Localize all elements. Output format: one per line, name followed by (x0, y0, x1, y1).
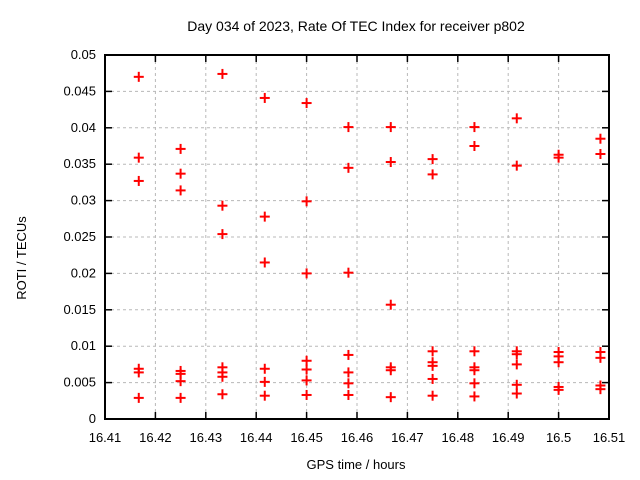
data-point-marker (301, 98, 312, 109)
y-axis-title: ROTI / TECUs (14, 216, 29, 300)
x-tick-label: 16.49 (492, 430, 525, 445)
x-tick-label: 16.41 (89, 430, 122, 445)
data-point-marker (259, 211, 270, 222)
data-point-marker (175, 143, 186, 154)
y-tick-label: 0.01 (71, 338, 96, 353)
data-point-marker (259, 257, 270, 268)
y-tick-label: 0.035 (63, 156, 96, 171)
data-point-marker (595, 384, 606, 395)
y-tick-label: 0.03 (71, 193, 96, 208)
data-point-marker (259, 363, 270, 374)
data-point-marker (427, 360, 438, 371)
data-point-marker (427, 346, 438, 357)
y-tick-label: 0.045 (63, 83, 96, 98)
x-tick-label: 16.44 (240, 430, 273, 445)
x-tick-label: 16.48 (442, 430, 475, 445)
data-point-marker (343, 122, 354, 133)
data-point-marker (133, 392, 144, 403)
y-tick-label: 0.025 (63, 229, 96, 244)
data-point-marker (427, 169, 438, 180)
data-point-marker (385, 392, 396, 403)
data-point-marker (301, 389, 312, 400)
y-tick-label: 0.05 (71, 47, 96, 62)
data-point-marker (175, 168, 186, 179)
data-point-marker (343, 267, 354, 278)
data-point-marker (343, 162, 354, 173)
chart-title: Day 034 of 2023, Rate Of TEC Index for r… (187, 18, 525, 34)
y-tick-label: 0 (89, 411, 96, 426)
data-point-marker (511, 379, 522, 390)
x-tick-label: 16.51 (593, 430, 626, 445)
y-tick-label: 0.005 (63, 375, 96, 390)
x-tick-label: 16.47 (391, 430, 424, 445)
data-point-marker (259, 390, 270, 401)
data-point-marker (469, 378, 480, 389)
data-point-marker (343, 367, 354, 378)
data-point-marker (427, 154, 438, 165)
y-tick-label: 0.015 (63, 302, 96, 317)
data-point-marker (427, 373, 438, 384)
data-point-marker (469, 346, 480, 357)
data-point-marker (301, 268, 312, 279)
x-tick-label: 16.43 (190, 430, 223, 445)
y-tick-label: 0.04 (71, 120, 96, 135)
data-point-marker (511, 160, 522, 171)
data-point-marker (511, 388, 522, 399)
data-point-marker (259, 92, 270, 103)
data-point-marker (133, 175, 144, 186)
data-point-marker (427, 390, 438, 401)
data-point-marker (133, 367, 144, 378)
data-point-marker (217, 389, 228, 400)
data-point-marker (175, 376, 186, 387)
data-point-marker (595, 133, 606, 144)
plot-layers: 16.41 16.42 16.43 16.44 16.45 16.46 16.47 16.48… (63, 47, 625, 445)
x-tick-label: 16.5 (546, 430, 571, 445)
data-point-marker (301, 375, 312, 386)
x-tick-label: 16.45 (290, 430, 323, 445)
data-point-marker (469, 365, 480, 376)
data-point-marker (217, 200, 228, 211)
x-tick-label: 16.46 (341, 430, 374, 445)
data-point-marker (385, 299, 396, 310)
data-point-marker (301, 355, 312, 366)
data-point-marker (595, 149, 606, 160)
y-tick-label: 0.02 (71, 265, 96, 280)
data-point-marker (301, 196, 312, 207)
data-point-marker (553, 357, 564, 368)
data-point-marker (553, 384, 564, 395)
data-point-marker (511, 359, 522, 370)
data-point-marker (217, 371, 228, 382)
data-point-marker (595, 352, 606, 363)
data-point-marker (511, 113, 522, 124)
data-point-marker (469, 391, 480, 402)
data-point-marker (217, 68, 228, 79)
x-axis-title: GPS time / hours (307, 457, 406, 472)
data-point-marker (553, 152, 564, 163)
data-point-marker (469, 141, 480, 151)
data-point-marker (511, 349, 522, 360)
data-point-marker (385, 157, 396, 168)
data-point-marker (385, 365, 396, 376)
data-point-marker (301, 364, 312, 375)
x-tick-label: 16.42 (139, 430, 172, 445)
data-point-marker (259, 376, 270, 387)
data-point-marker (385, 122, 396, 133)
data-point-marker (343, 378, 354, 389)
data-point-marker (343, 389, 354, 400)
data-point-marker (175, 185, 186, 196)
data-point-marker (175, 392, 186, 403)
data-point-marker (343, 349, 354, 360)
data-point-marker (133, 71, 144, 82)
data-point-marker (133, 152, 144, 163)
data-point-marker (217, 229, 228, 240)
data-point-marker (469, 122, 480, 133)
